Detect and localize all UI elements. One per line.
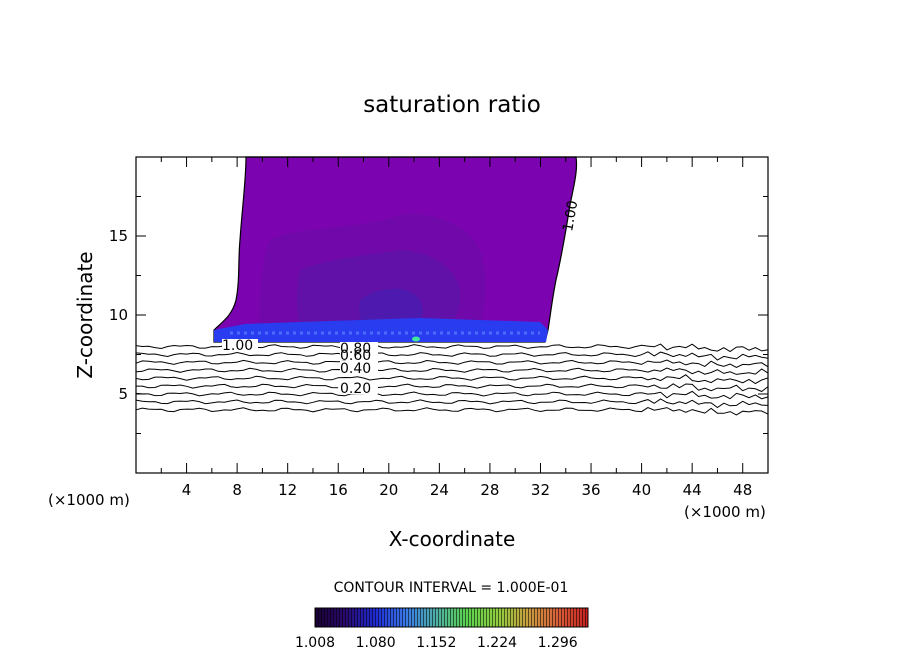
colorbar-tick-label: 1.152 bbox=[416, 635, 456, 651]
contour-label: 1.00 bbox=[560, 199, 581, 232]
x-tick-label: 44 bbox=[683, 481, 702, 499]
contour-line bbox=[136, 383, 769, 393]
x-axis-ticks: 4 8 12 16 20 24 28 32 36 40 44 48 bbox=[160, 157, 752, 499]
y-axis-ticks: 5 10 15 bbox=[109, 196, 768, 434]
contour-label: 0.20 bbox=[340, 381, 371, 397]
contour-line bbox=[135, 351, 769, 361]
contour-line bbox=[135, 367, 769, 375]
y-axis-title: Z-coordinate bbox=[73, 251, 97, 378]
contour-line bbox=[135, 398, 769, 409]
contour-line bbox=[135, 407, 769, 416]
colorbar-tick-label: 1.296 bbox=[538, 635, 578, 651]
y-tick-label: 15 bbox=[109, 227, 128, 245]
contour-line bbox=[135, 390, 769, 400]
x-unit-right: (×1000 m) bbox=[684, 503, 766, 521]
x-unit-left: (×1000 m) bbox=[48, 491, 130, 509]
colorbar-stripes bbox=[315, 608, 588, 627]
colorbar-tick-label: 1.224 bbox=[477, 635, 517, 651]
contour-interval: CONTOUR INTERVAL = 1.000E-01 bbox=[334, 580, 569, 596]
x-axis-title: X-coordinate bbox=[389, 527, 516, 551]
contour-line bbox=[135, 374, 769, 385]
x-tick-label: 32 bbox=[531, 481, 550, 499]
peak-marker bbox=[412, 336, 420, 342]
contour-label-group: 1.00 0.80 0.60 0.40 0.20 1.00 bbox=[222, 199, 581, 397]
plot-area: 1.00 0.80 0.60 0.40 0.20 1.00 bbox=[135, 156, 769, 416]
colorbar-tick-label: 1.008 bbox=[295, 635, 335, 651]
x-tick-label: 48 bbox=[733, 481, 752, 499]
x-tick-label: 40 bbox=[632, 481, 651, 499]
contour-label: 1.00 bbox=[222, 338, 253, 354]
x-tick-label: 4 bbox=[182, 481, 192, 499]
chart-title: saturation ratio bbox=[363, 92, 541, 118]
x-tick-label: 24 bbox=[430, 481, 449, 499]
contour-label: 0.80 bbox=[340, 341, 371, 357]
colorbar-tick-labels: 1.008 1.080 1.152 1.224 1.296 bbox=[295, 635, 578, 651]
colorbar-frame bbox=[314, 607, 589, 628]
contour-line bbox=[135, 359, 769, 368]
x-tick-label: 28 bbox=[480, 481, 499, 499]
x-tick-label: 36 bbox=[581, 481, 600, 499]
x-tick-label: 8 bbox=[232, 481, 242, 499]
y-tick-label: 10 bbox=[109, 306, 128, 324]
x-tick-label: 12 bbox=[278, 481, 297, 499]
contour-label: 0.40 bbox=[340, 361, 371, 377]
supersaturated-base bbox=[214, 318, 548, 342]
contour-lines bbox=[135, 343, 769, 416]
contour-label: 0.60 bbox=[340, 348, 371, 364]
y-tick-label: 5 bbox=[118, 385, 128, 403]
x-tick-label: 16 bbox=[329, 481, 348, 499]
x-tick-label: 20 bbox=[379, 481, 398, 499]
colorbar-tick-label: 1.080 bbox=[356, 635, 396, 651]
